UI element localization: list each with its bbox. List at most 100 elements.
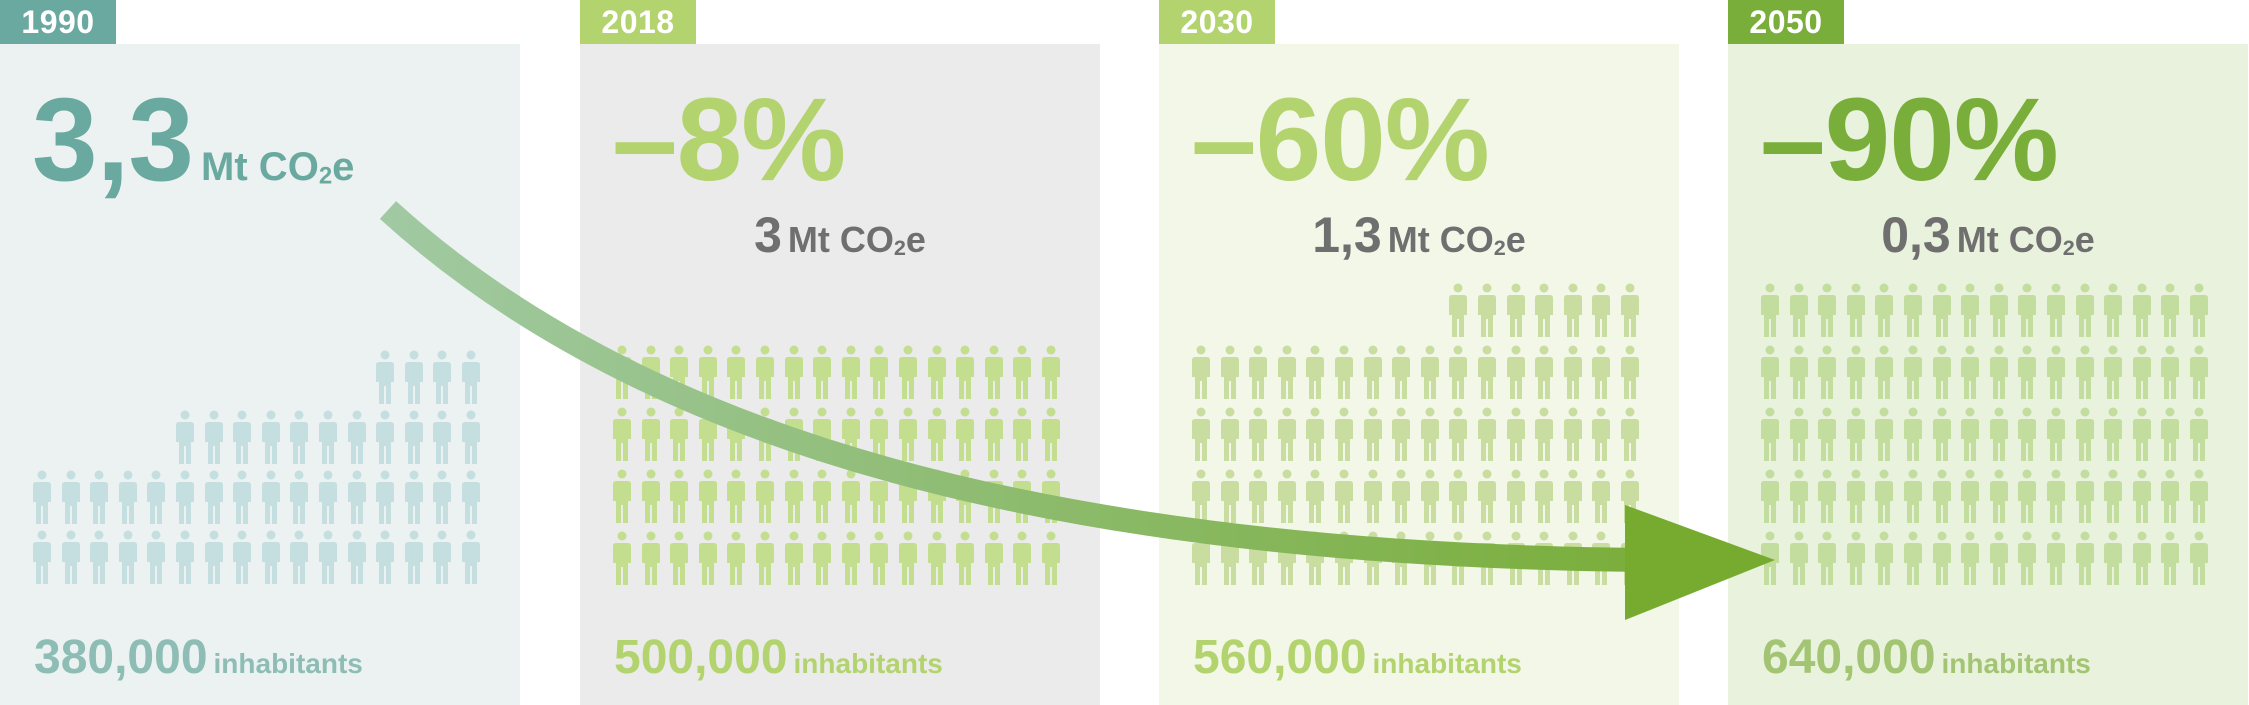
person-icon — [1846, 345, 1865, 399]
person-icon — [290, 470, 309, 524]
person-icon — [1449, 407, 1468, 461]
person-icon — [1904, 469, 1922, 523]
year-tab: 2018 — [580, 0, 696, 44]
person-icon — [1818, 407, 1837, 461]
person-icon — [1875, 469, 1894, 523]
person-icon — [2047, 531, 2065, 585]
inhabitants-value: 560,000 — [1193, 631, 1367, 684]
person-icon — [1563, 345, 1582, 399]
person-icon — [147, 470, 166, 524]
person-icon — [1277, 469, 1296, 523]
person-icon — [1846, 531, 1865, 585]
person-icon — [1306, 531, 1325, 585]
person-icon — [1932, 531, 1951, 585]
person-icon — [1449, 469, 1468, 523]
person-icon — [1249, 531, 1268, 585]
person-icon — [233, 470, 252, 524]
person-icon — [1761, 407, 1779, 461]
person-icon — [1932, 345, 1951, 399]
person-icon — [984, 345, 1003, 399]
person-icon — [1013, 345, 1032, 399]
person-icon — [1904, 531, 1922, 585]
person-icon — [176, 470, 194, 524]
person-icon — [347, 470, 366, 524]
person-icon — [33, 530, 51, 584]
person-icon — [727, 345, 746, 399]
person-icon — [1363, 469, 1382, 523]
person-icon — [670, 469, 689, 523]
person-icon — [670, 531, 689, 585]
person-icon — [1306, 407, 1325, 461]
headline-value: –90% — [1760, 74, 2059, 206]
person-icon — [813, 345, 832, 399]
person-icon — [1846, 407, 1865, 461]
person-icon — [176, 530, 194, 584]
person-icon — [1592, 407, 1611, 461]
person-icon — [670, 345, 689, 399]
person-icon — [2075, 345, 2094, 399]
person-icon — [1478, 345, 1496, 399]
person-icon — [1478, 531, 1496, 585]
person-icon — [1761, 469, 1779, 523]
person-icon — [1042, 407, 1060, 461]
person-icon — [1306, 345, 1325, 399]
person-icon — [1989, 469, 2008, 523]
person-icon — [118, 470, 137, 524]
person-icon — [727, 407, 746, 461]
person-icon — [233, 410, 252, 464]
person-icon — [756, 469, 774, 523]
person-icon — [1961, 345, 1980, 399]
person-icon — [1506, 531, 1525, 585]
person-icon — [1249, 407, 1268, 461]
person-icon — [1904, 283, 1922, 337]
person-icon — [462, 350, 480, 404]
person-icon — [1932, 469, 1951, 523]
person-icon — [641, 469, 660, 523]
person-icon — [118, 530, 137, 584]
person-icon — [1846, 469, 1865, 523]
person-icon — [899, 345, 917, 399]
person-icon — [1449, 345, 1468, 399]
person-icon — [1621, 469, 1639, 523]
person-icon — [61, 530, 80, 584]
person-icon — [1535, 345, 1554, 399]
person-icon — [261, 470, 280, 524]
person-icon — [1592, 345, 1611, 399]
person-icon — [204, 410, 223, 464]
person-icon — [641, 531, 660, 585]
person-icon — [1535, 531, 1554, 585]
person-icon — [1989, 407, 2008, 461]
headline-emissions: 3,3 Mt CO2e — [32, 70, 354, 247]
inhabitants-value: 500,000 — [614, 631, 788, 684]
person-icon — [1363, 407, 1382, 461]
person-icon — [1563, 531, 1582, 585]
person-icon — [290, 410, 309, 464]
person-icon — [1220, 531, 1239, 585]
person-icon — [1392, 345, 1411, 399]
person-icon — [756, 345, 774, 399]
inhabitants-count: 380,000 inhabitants — [34, 630, 363, 685]
person-icon — [433, 470, 452, 524]
person-icon — [698, 531, 717, 585]
person-icon — [1592, 469, 1611, 523]
person-icon — [290, 530, 309, 584]
person-icon — [1478, 283, 1496, 337]
person-icon — [376, 410, 395, 464]
person-icon — [927, 469, 946, 523]
person-icon — [433, 350, 452, 404]
sub-emissions: 0,3 Mt CO2e — [1728, 205, 2248, 278]
person-icon — [613, 345, 631, 399]
inhabitants-value: 380,000 — [34, 631, 208, 684]
person-icon — [2161, 469, 2180, 523]
person-icon — [233, 530, 252, 584]
person-icon — [1306, 469, 1325, 523]
person-icon — [1621, 345, 1639, 399]
inhabitants-value: 640,000 — [1762, 631, 1936, 684]
headline-value: 3,3 — [32, 74, 194, 206]
year-tab: 2050 — [1728, 0, 1844, 44]
person-icon — [2190, 345, 2208, 399]
person-icon — [670, 407, 689, 461]
person-icon — [1875, 407, 1894, 461]
person-icon — [61, 470, 80, 524]
person-icon — [1875, 345, 1894, 399]
